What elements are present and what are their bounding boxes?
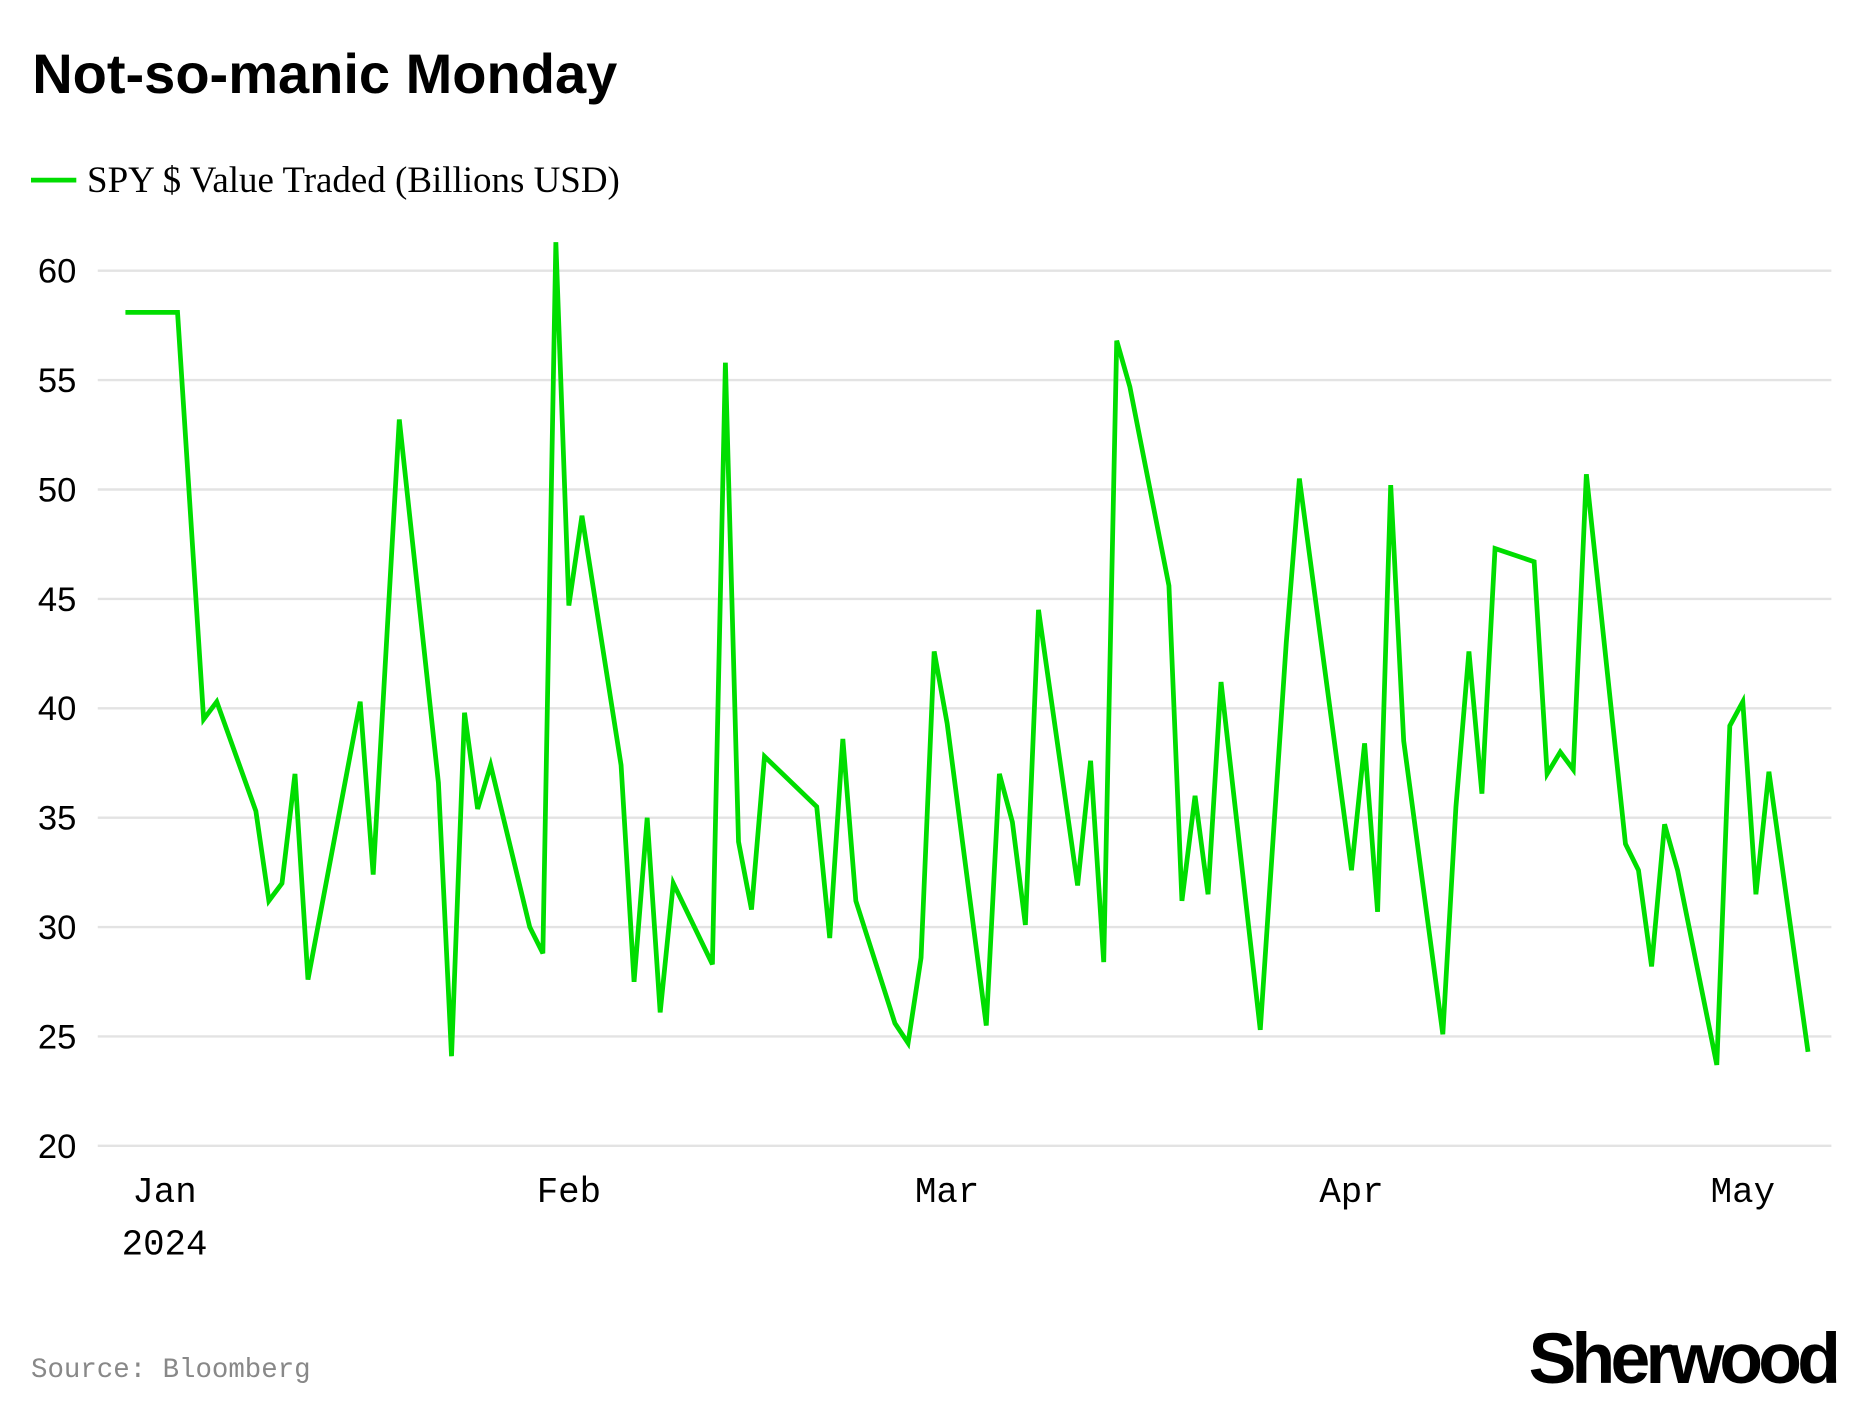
y-tick-label: 30 xyxy=(38,909,76,947)
chart-title: Not-so-manic Monday xyxy=(32,42,617,105)
x-axis: Jan 2024 Feb Mar Apr May xyxy=(122,1172,1775,1265)
y-tick-label: 25 xyxy=(38,1018,76,1056)
y-tick-label: 40 xyxy=(38,690,76,728)
y-axis: 20 25 30 35 40 45 50 55 60 xyxy=(38,253,76,1166)
y-tick-label: 60 xyxy=(38,253,76,291)
x-tick-sublabel: 2024 xyxy=(122,1224,208,1265)
y-tick-label: 35 xyxy=(38,800,76,838)
y-tick-label: 20 xyxy=(38,1128,76,1166)
y-tick-label: 45 xyxy=(38,581,76,619)
legend: SPY $ Value Traded (Billions USD) xyxy=(31,159,620,201)
sherwood-logo: Sherwood xyxy=(1529,1319,1837,1399)
x-tick-label: May xyxy=(1711,1172,1775,1213)
legend-label: SPY $ Value Traded (Billions USD) xyxy=(87,159,620,201)
series-line xyxy=(125,242,1811,1066)
y-tick-label: 55 xyxy=(38,362,76,400)
series-polyline xyxy=(125,242,1811,1066)
source-note: Source: Bloomberg xyxy=(31,1355,311,1386)
x-tick-label: Apr xyxy=(1319,1172,1383,1213)
x-tick-label: Jan xyxy=(132,1172,196,1213)
x-tick-label: Feb xyxy=(537,1172,601,1213)
x-tick-label: Mar xyxy=(915,1172,979,1213)
y-tick-label: 50 xyxy=(38,471,76,509)
